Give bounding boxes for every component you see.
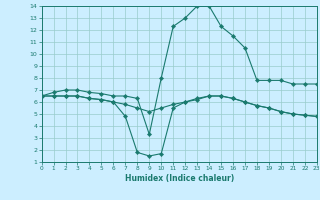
X-axis label: Humidex (Indice chaleur): Humidex (Indice chaleur) [124,174,234,183]
